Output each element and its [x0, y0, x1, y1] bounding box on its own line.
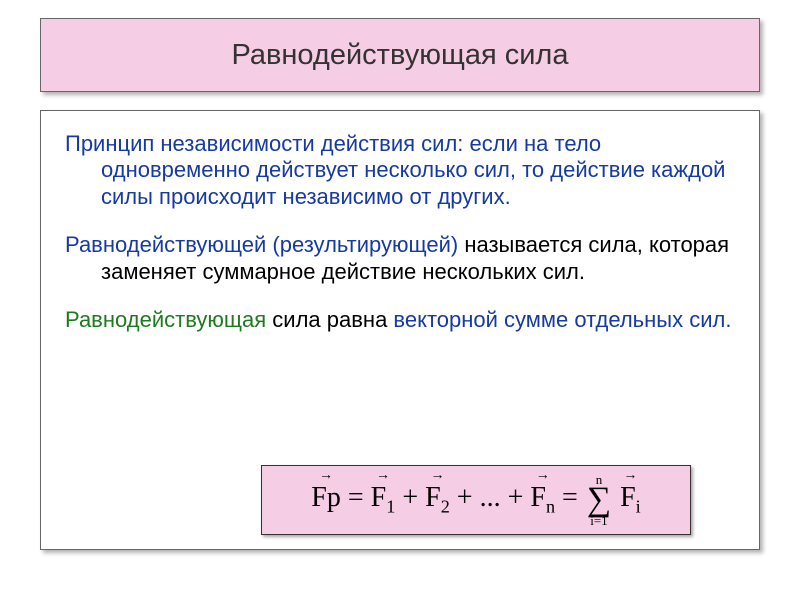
- para3-mid: сила равна: [272, 307, 393, 332]
- term-f2: F2: [425, 482, 450, 518]
- eq-sign-2: =: [562, 482, 585, 513]
- term-f1: F1: [371, 482, 396, 518]
- formula-box: Fр = F1 + F2 + ... + Fn = n ∑ i=1 Fi: [261, 465, 691, 535]
- plus-1: +: [402, 482, 425, 513]
- plus-3: +: [508, 482, 531, 513]
- plus-2: +: [457, 482, 480, 513]
- ellipsis: ...: [480, 482, 501, 513]
- eq-sign: =: [348, 482, 371, 513]
- formula-lhs: Fр: [311, 482, 341, 514]
- paragraph-1: Принцип независимости действия сил: если…: [65, 131, 735, 210]
- content-panel: Принцип независимости действия сил: если…: [40, 110, 760, 550]
- paragraph-2: Равнодействующей (результирующей) называ…: [65, 232, 735, 285]
- sigma-symbol: ∑: [587, 486, 611, 513]
- para3-lead: Равнодействующая: [65, 307, 272, 332]
- sigma: n ∑ i=1: [587, 473, 611, 526]
- para3-tail: векторной сумме отдельных сил.: [393, 307, 731, 332]
- term-fn: Fn: [530, 482, 555, 518]
- paragraph-3: Равнодействующая сила равна векторной су…: [65, 307, 735, 333]
- para2-lead: Равнодействующей (результирующей): [65, 232, 464, 257]
- title-bar: Равнодействующая сила: [40, 18, 760, 92]
- para1-lead: Принцип независимости действия сил:: [65, 131, 470, 156]
- formula: Fр = F1 + F2 + ... + Fn = n ∑ i=1 Fi: [311, 473, 640, 526]
- sigma-lower: i=1: [587, 514, 611, 527]
- slide-title: Равнодействующая сила: [232, 39, 569, 72]
- term-fi: Fi: [620, 482, 641, 518]
